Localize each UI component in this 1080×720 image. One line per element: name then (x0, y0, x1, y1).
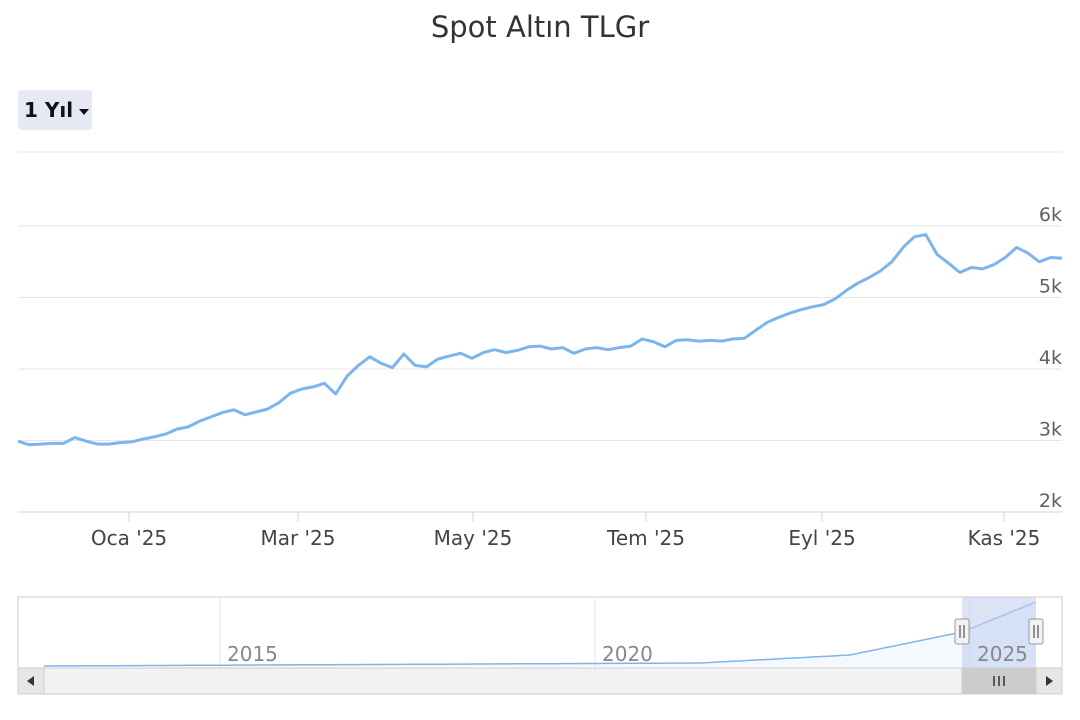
x-tick-label: Tem '25 (606, 526, 685, 550)
x-tick-label: Oca '25 (91, 526, 167, 550)
navigator[interactable]: 2015 2020 2025 (17, 596, 1063, 669)
chart-title: Spot Altın TLGr (430, 10, 650, 44)
x-axis-ticks (128, 512, 1005, 522)
x-axis-labels: Oca '25 Mar '25 May '25 Tem '25 Eyl '25 Kas '… (91, 526, 1041, 550)
y-tick-label: 3k (1039, 419, 1062, 441)
y-tick-label: 6k (1039, 204, 1062, 226)
range-select-button[interactable]: 1 Yıl (18, 90, 92, 130)
y-axis-labels: 2k 3k 4k 5k 6k (1039, 204, 1062, 512)
caret-down-icon (79, 108, 90, 115)
series-line (17, 233, 1063, 447)
navigator-frame (17, 596, 1063, 669)
navigator-right-handle[interactable] (1028, 618, 1044, 645)
grip-lines-icon (993, 676, 1005, 686)
scrollbar[interactable] (17, 667, 1063, 695)
chevron-right-icon (1046, 676, 1053, 686)
navigator-year-label: 2025 (977, 642, 1028, 666)
x-tick-label: May '25 (434, 526, 513, 550)
y-tick-label: 5k (1039, 276, 1062, 298)
navigator-year-label: 2015 (227, 642, 278, 666)
x-tick-label: Mar '25 (260, 526, 335, 550)
range-select-label: 1 Yıl (24, 98, 74, 122)
navigator-left-handle[interactable] (954, 618, 970, 645)
y-tick-label: 2k (1039, 490, 1062, 512)
x-tick-label: Eyl '25 (788, 526, 855, 550)
navigator-labels: 2015 2020 2025 (227, 642, 1028, 666)
navigator-selected-range[interactable] (962, 597, 1036, 668)
navigator-series-line (44, 601, 1037, 667)
chevron-left-icon (27, 676, 34, 686)
scrollbar-track[interactable] (17, 667, 1063, 695)
grid-lines (18, 151, 1062, 441)
y-tick-label: 4k (1039, 347, 1062, 369)
navigator-series-area (44, 602, 1036, 667)
x-tick-label: Kas '25 (968, 526, 1041, 550)
navigator-year-label: 2020 (602, 642, 653, 666)
